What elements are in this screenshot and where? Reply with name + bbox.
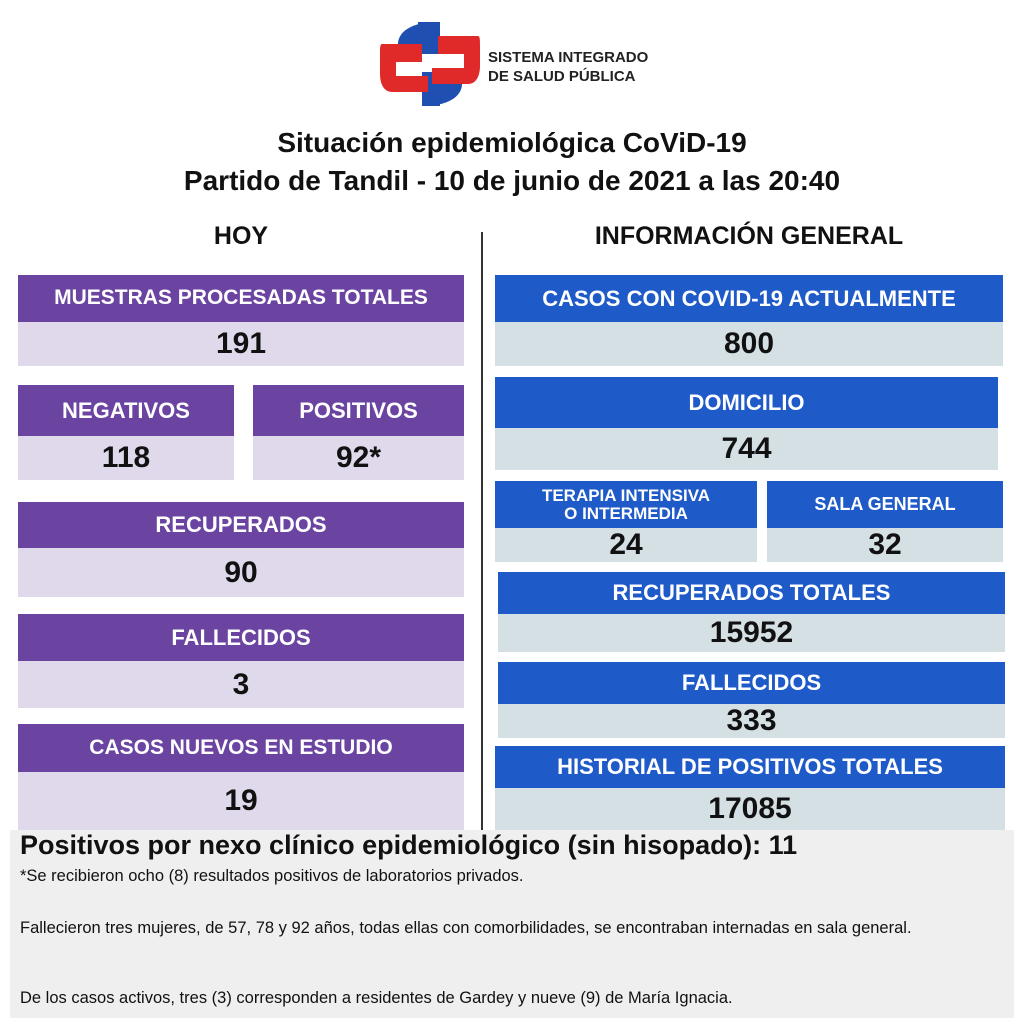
box-header: MUESTRAS PROCESADAS TOTALES [18,275,464,322]
box-value: 19 [18,772,464,830]
box-value: 744 [495,428,998,470]
box-header: NEGATIVOS [18,385,234,436]
footer-note: Fallecieron tres mujeres, de 57, 78 y 92… [20,919,912,937]
box-header-line: O INTERMEDIA [564,503,688,523]
box-header: DOMICILIO [495,377,998,428]
box-value: 17085 [495,788,1005,830]
logo-text: SISTEMA INTEGRADO DE SALUD PÚBLICA [488,48,648,86]
box-value: 118 [18,436,234,480]
box-value: 191 [18,322,464,366]
box-header: FALLECIDOS [18,614,464,661]
box-value: 32 [767,528,1003,562]
title: Situación epidemiológica CoViD-19 [277,127,747,158]
footer-headline: Positivos por nexo clínico epidemiológic… [20,830,798,860]
logo [380,22,480,106]
box-header: CASOS NUEVOS EN ESTUDIO [18,724,464,772]
logo-line: SISTEMA INTEGRADO [488,49,649,66]
box-header: TERAPIA INTENSIVA O INTERMEDIA [495,481,757,528]
box-value: 92* [253,436,464,480]
box-value: 800 [495,322,1003,366]
box-header-line: TERAPIA INTENSIVA [541,485,711,505]
footer-note: De los casos activos, tres (3) correspon… [20,989,733,1007]
footer-panel [10,830,1014,1018]
box-value: 24 [495,528,757,562]
box-header: RECUPERADOS TOTALES [498,572,1005,614]
box-value: 90 [18,548,464,597]
box-header: RECUPERADOS [18,502,464,548]
footer-note: *Se recibieron ocho (8) resultados posit… [20,867,524,885]
box-header: SALA GENERAL [767,481,1003,528]
box-value: 3 [18,661,464,708]
box-header: POSITIVOS [253,385,464,436]
logo-line: DE SALUD PÚBLICA [488,68,636,85]
box-value: 333 [498,704,1005,738]
section-heading: INFORMACIÓN GENERAL [594,222,904,250]
box-header: CASOS CON COVID-19 ACTUALMENTE [495,275,1003,322]
subtitle: Partido de Tandil - 10 de junio de 2021 … [183,165,841,196]
box-value: 15952 [498,614,1005,652]
divider [481,232,483,830]
box-header: FALLECIDOS [498,662,1005,704]
section-heading: HOY [213,222,269,250]
box-header: HISTORIAL DE POSITIVOS TOTALES [495,746,1005,788]
